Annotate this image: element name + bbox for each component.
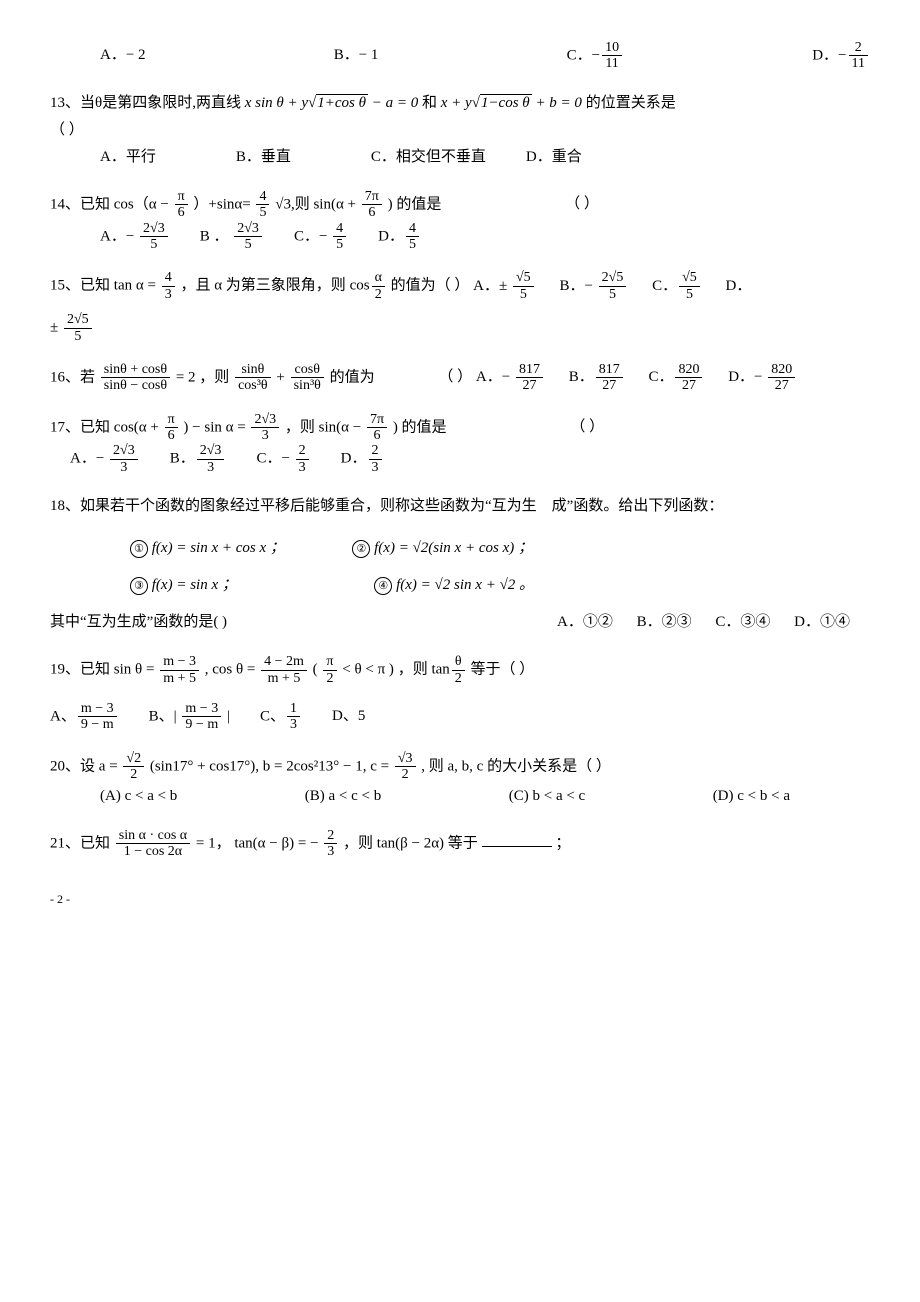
- circled-3: ③: [130, 577, 148, 595]
- option-A: A．①②: [557, 614, 613, 630]
- option-A: A、m − 39 − m: [50, 701, 119, 733]
- option-D: D．重合: [526, 144, 582, 171]
- stem: 16、若 sinθ + cosθsinθ − cosθ = 2 ，则 sinθc…: [50, 362, 870, 394]
- option-D: D、5: [332, 703, 365, 730]
- question-21: 21、已知 sin α · cos α1 − cos 2α = 1， tan(α…: [50, 828, 870, 860]
- option-D: D．45: [378, 221, 421, 253]
- option-A: (A) c < a < b: [100, 783, 177, 810]
- option-B: B、| m − 39 − m |: [149, 701, 230, 733]
- option-A: A．± √55: [473, 278, 536, 294]
- option-row: A．− 2√33 B．2√33 C．− 23 D．23: [50, 443, 870, 475]
- equation-1: x sin θ + y1+cos θ − a = 0: [245, 94, 419, 111]
- option-C: C．− 45: [294, 221, 348, 253]
- option-C: C．− 23: [256, 443, 310, 475]
- page-number: - 2 -: [50, 889, 870, 911]
- option-C: C、13: [260, 701, 302, 733]
- question-12-options: A．− 2 B．− 1 C．−1011 D．−211: [50, 40, 870, 72]
- option-A: A．平行: [100, 144, 156, 171]
- question-18: 18、如果若干个函数的图象经过平移后能够重合，则称这些函数为“互为生 成”函数。…: [50, 493, 870, 636]
- circled-1: ①: [130, 540, 148, 558]
- option-D-label: D．: [726, 278, 752, 294]
- option-C: (C) b < a < c: [509, 783, 585, 810]
- option-B: B．− 2√55: [559, 278, 628, 294]
- stem: 14、已知 cos（α − π6 ）+sinα= 45 √3,则 sin(α +…: [50, 189, 870, 221]
- option-B: B．垂直: [236, 144, 291, 171]
- option-B: B ． 2√35: [200, 221, 264, 253]
- option-D: D．①④: [794, 614, 850, 630]
- option-C: C．相交但不垂直: [371, 144, 486, 171]
- circled-4: ④: [374, 577, 392, 595]
- option-C: C．−1011: [567, 40, 624, 72]
- stem: 20、设 a = √22 (sin17° + cos17°), b = 2cos…: [50, 751, 870, 783]
- option-A: A．− 2√33: [70, 443, 140, 475]
- question-13: 13、当θ是第四象限时,两直线 x sin θ + y1+cos θ − a =…: [50, 90, 870, 171]
- question-19: 19、已知 sin θ = m − 3m + 5 , cos θ = 4 − 2…: [50, 654, 870, 733]
- stem: 15、已知 tan α = 43 ，且 α 为第三象限角，则 cosα2 的值为…: [50, 270, 870, 302]
- option-C: C．√55: [652, 278, 702, 294]
- option-C: C．82027: [648, 369, 704, 385]
- tail-row: 其中“互为生成”函数的是( ) A．①② B．②③ C．③④ D．①④: [50, 609, 870, 636]
- question-17: 17、已知 cos(α + π6 ) − sin α = 2√33 ，则 sin…: [50, 412, 870, 476]
- func-row-1: ① f(x) = sin x + cos x ； ② f(x) = √2(sin…: [50, 535, 870, 562]
- option-row: A．①② B．②③ C．③④ D．①④: [557, 609, 870, 636]
- question-14: 14、已知 cos（α − π6 ）+sinα= 45 √3,则 sin(α +…: [50, 189, 870, 253]
- option-row: (A) c < a < b (B) a < c < b (C) b < a < …: [50, 783, 870, 810]
- question-20: 20、设 a = √22 (sin17° + cos17°), b = 2cos…: [50, 751, 870, 810]
- option-D: (D) c < b < a: [713, 783, 790, 810]
- stem: 17、已知 cos(α + π6 ) − sin α = 2√33 ，则 sin…: [50, 412, 870, 444]
- option-B: B．2√33: [170, 443, 227, 475]
- option-A: A．− 81727: [476, 369, 545, 385]
- option-row: A．平行 B．垂直 C．相交但不垂直 D．重合: [50, 144, 870, 171]
- circled-2: ②: [352, 540, 370, 558]
- question-15: 15、已知 tan α = 43 ，且 α 为第三象限角，则 cosα2 的值为…: [50, 270, 870, 344]
- option-B: (B) a < c < b: [305, 783, 381, 810]
- stem: 21、已知 sin α · cos α1 − cos 2α = 1， tan(α…: [50, 828, 870, 860]
- stem: 19、已知 sin θ = m − 3m + 5 , cos θ = 4 − 2…: [50, 654, 870, 686]
- question-16: 16、若 sinθ + cosθsinθ − cosθ = 2 ，则 sinθc…: [50, 362, 870, 394]
- option-A: A．− 2√35: [100, 221, 170, 253]
- option-B: B．− 1: [334, 42, 379, 69]
- option-D: D．23: [341, 443, 384, 475]
- option-C: C．③④: [715, 614, 770, 630]
- option-A: A．− 2: [100, 42, 146, 69]
- equation-2: x + y1−cos θ + b = 0: [441, 94, 582, 111]
- option-B: B．②③: [637, 614, 692, 630]
- answer-blank[interactable]: [482, 831, 552, 847]
- option-D: D．−211: [812, 40, 870, 72]
- option-row: A．− 2√35 B ． 2√35 C．− 45 D．45: [50, 221, 870, 253]
- paren: （ ）: [50, 117, 870, 144]
- option-D: ± 2√55: [50, 312, 870, 344]
- option-D: D．− 82027: [728, 369, 797, 385]
- func-row-2: ③ f(x) = sin x ； ④ f(x) = √2 sin x + √2 …: [50, 572, 870, 599]
- stem: 18、如果若干个函数的图象经过平移后能够重合，则称这些函数为“互为生 成”函数。…: [50, 493, 870, 520]
- option-row: A．− 2 B．− 1 C．−1011 D．−211: [50, 40, 870, 72]
- stem: 13、当θ是第四象限时,两直线 x sin θ + y1+cos θ − a =…: [50, 90, 870, 117]
- option-row: A、m − 39 − m B、| m − 39 − m | C、13 D、5: [50, 701, 870, 733]
- option-B: B．81727: [569, 369, 625, 385]
